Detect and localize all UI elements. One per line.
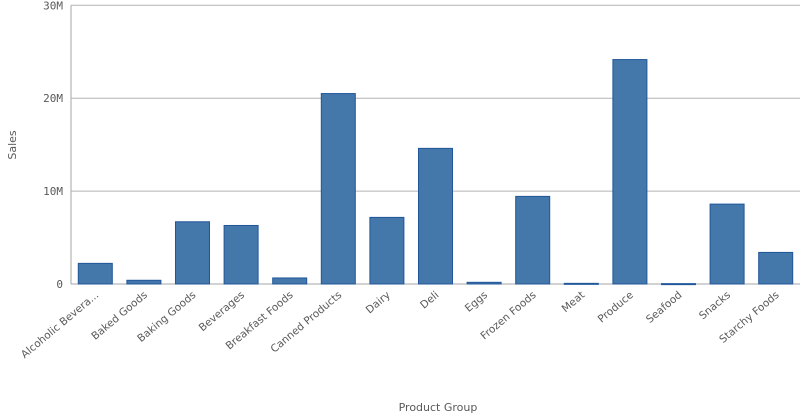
bar[interactable] [515,195,551,285]
bar[interactable] [417,147,454,285]
x-tick-label: Snacks [697,289,733,322]
bar[interactable] [320,93,356,285]
bar[interactable] [466,281,502,285]
bar[interactable] [174,221,211,285]
bar[interactable] [660,283,697,286]
bar[interactable] [223,224,259,285]
bar[interactable] [709,203,745,285]
bar[interactable] [77,262,113,285]
y-tick-label: 0 [56,278,63,291]
bar[interactable] [369,216,405,285]
bars [77,59,794,286]
x-tick-label: Produce [596,289,636,325]
y-tick-label: 20M [43,92,63,105]
x-tick-label: Seafood [644,289,684,326]
bar[interactable] [758,251,794,285]
x-tick-label: Beverages [197,289,247,334]
x-tick-label: Deli [418,289,441,311]
x-tick-label: Meat [560,289,588,315]
x-tick-label: Alcoholic Bevera... [19,289,101,361]
x-tick-label: Eggs [463,289,490,315]
bar[interactable] [272,277,308,285]
bar[interactable] [126,279,162,285]
y-tick-label: 10M [43,185,63,198]
bar[interactable] [563,282,599,285]
y-axis-title: Sales [6,130,19,160]
y-tick-label: 30M [43,0,63,12]
x-tick-label: Dairy [364,289,393,316]
y-axis-ticks: 0 10M 20M 30M [43,0,63,291]
x-axis-title: Product Group [399,401,478,414]
bar[interactable] [612,59,648,285]
